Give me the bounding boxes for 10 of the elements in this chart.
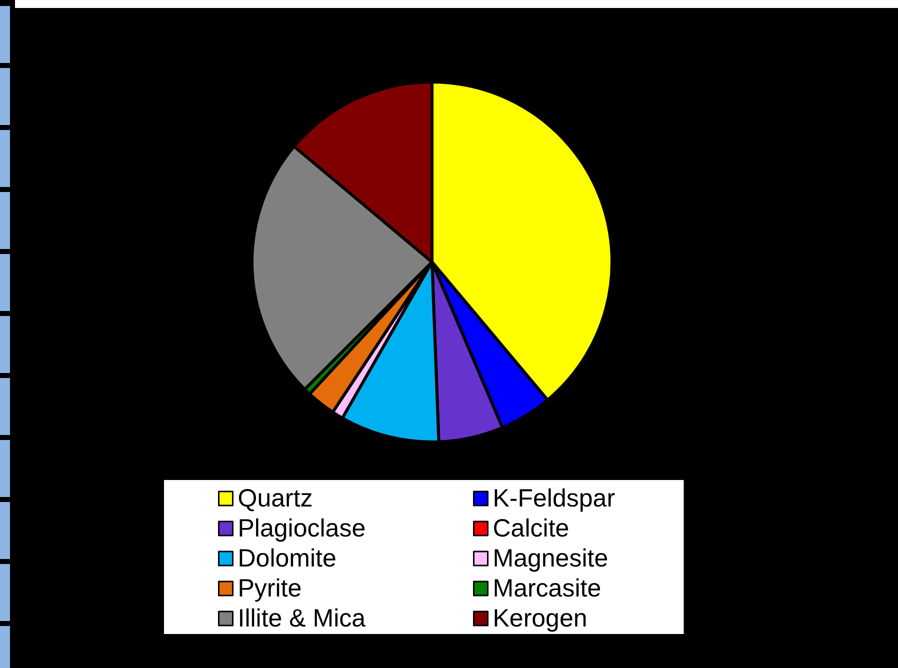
legend-label: Illite & Mica bbox=[238, 604, 366, 632]
legend-label: K-Feldspar bbox=[492, 484, 616, 512]
legend-label: Dolomite bbox=[238, 544, 336, 572]
legend-label: Pyrite bbox=[238, 574, 302, 602]
legend-label: Calcite bbox=[492, 514, 570, 542]
legend-label: Quartz bbox=[238, 484, 313, 512]
legend-label: Kerogen bbox=[492, 604, 588, 632]
legend-label: Marcasite bbox=[492, 574, 602, 602]
legend-label: Plagioclase bbox=[238, 514, 366, 542]
legend-label: Magnesite bbox=[492, 544, 608, 572]
